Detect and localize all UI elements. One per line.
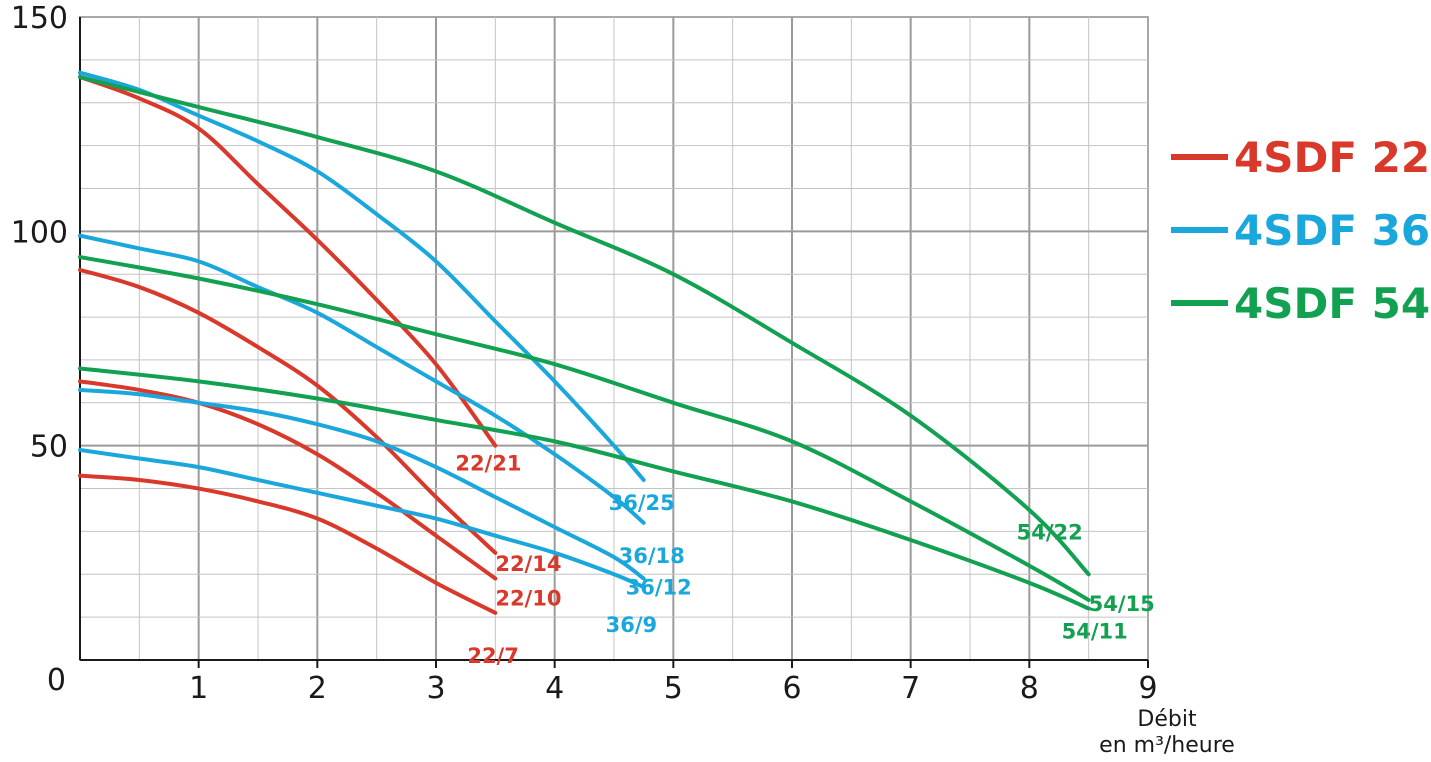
curve-labels: 22/21 22/14 22/10 22/7 36/25 36/18 36/12 36/9 54… — [455, 452, 1154, 668]
x-axis-label-line1: Débit — [1137, 707, 1197, 732]
x-tick-label: 9 — [1138, 671, 1157, 706]
curve-22-7 — [78, 473, 498, 615]
curve-label-36-18: 36/18 — [619, 544, 685, 568]
curve-36-12 — [78, 387, 646, 581]
x-tick-label: 3 — [426, 671, 445, 706]
curve-22-21 — [78, 75, 498, 448]
legend-label: 4SDF 36 — [1234, 206, 1430, 255]
x-tick-label: 7 — [901, 671, 920, 706]
x-axis-label-line2: en m³/heure — [1099, 733, 1235, 758]
x-tick-label: 6 — [782, 671, 801, 706]
axis-ticks: 1 2 3 4 5 6 7 8 9 0 50 100 150 — [11, 1, 1158, 706]
curve-54-11 — [78, 366, 1091, 611]
curve-36-25 — [78, 70, 646, 482]
curves — [78, 70, 1091, 615]
curve-22-14 — [78, 267, 498, 555]
curve-label-22-7: 22/7 — [467, 644, 519, 668]
curve-label-54-11: 54/11 — [1062, 620, 1128, 644]
curve-label-36-25: 36/25 — [609, 491, 675, 515]
curve-label-22-10: 22/10 — [495, 587, 561, 611]
x-tick-label: 8 — [1020, 671, 1039, 706]
x-tick-label: 2 — [308, 671, 327, 706]
y-tick-label: 150 — [11, 1, 68, 36]
legend-label: 4SDF 22 — [1234, 133, 1430, 182]
curve-label-54-15: 54/15 — [1089, 592, 1155, 616]
curve-label-36-9: 36/9 — [606, 613, 658, 637]
legend: 4SDF 22 4SDF 36 4SDF 54 — [1171, 133, 1430, 328]
curve-label-22-14: 22/14 — [495, 552, 561, 576]
curve-54-15 — [78, 255, 1091, 602]
y-tick-label: 0 — [47, 663, 66, 698]
x-tick-label: 4 — [545, 671, 564, 706]
curve-22-10 — [78, 379, 498, 581]
y-tick-label: 100 — [11, 215, 68, 250]
curve-label-36-12: 36/12 — [626, 576, 692, 600]
x-tick-label: 1 — [189, 671, 208, 706]
legend-label: 4SDF 54 — [1234, 279, 1430, 328]
curve-label-54-22: 54/22 — [1017, 520, 1083, 544]
curve-54-22 — [78, 75, 1091, 577]
x-tick-label: 5 — [664, 671, 683, 706]
curve-36-18 — [78, 233, 646, 525]
curve-label-22-21: 22/21 — [455, 452, 521, 476]
y-tick-label: 50 — [30, 430, 68, 465]
curve-36-9 — [78, 447, 646, 590]
